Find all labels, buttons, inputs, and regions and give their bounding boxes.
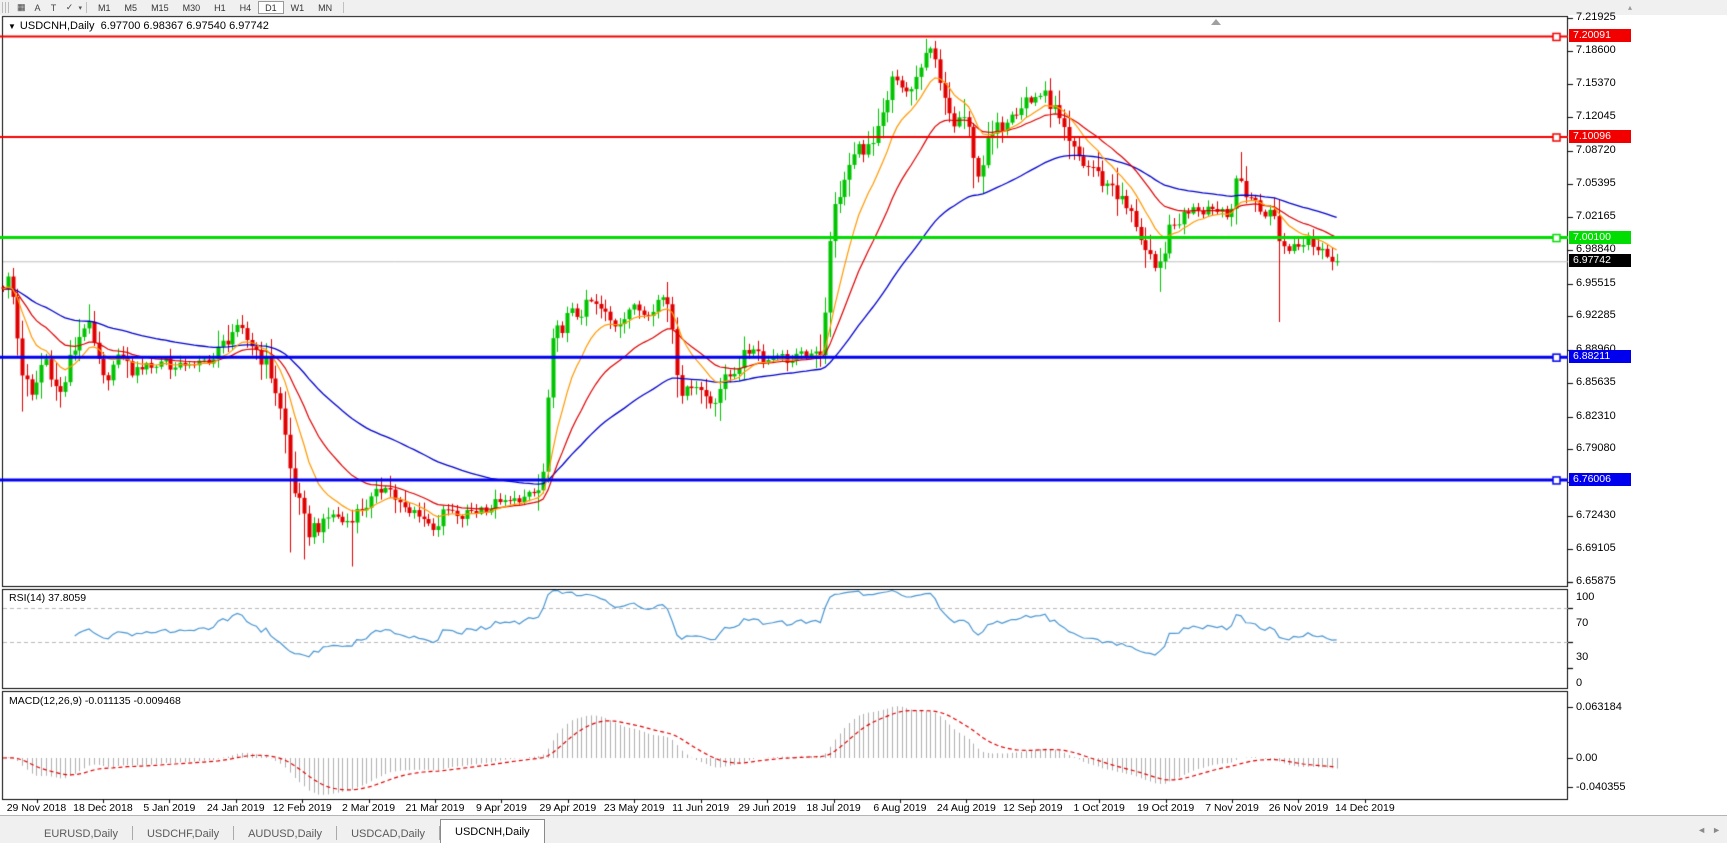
- date-tick-label: 5 Jan 2019: [143, 802, 196, 814]
- date-tick-label: 19 Oct 2019: [1137, 802, 1195, 814]
- text-label-t-icon[interactable]: T: [50, 2, 57, 13]
- rsi-tick-label: 0: [1576, 677, 1583, 689]
- macd-tick-label: 0.063184: [1576, 701, 1622, 714]
- chart-tab-usdcad[interactable]: USDCAD,Daily: [351, 827, 426, 840]
- timeframe-button-m30[interactable]: M30: [182, 2, 201, 13]
- draw-tool-caret-icon[interactable]: ▾: [78, 4, 83, 12]
- current-price-tag: 6.97742: [1569, 254, 1631, 268]
- chart-tabs: EURUSD,Daily USDCHF,Daily AUDUSD,Daily USDC…: [30, 816, 545, 843]
- level-price-tag: 7.10096: [1569, 129, 1631, 143]
- macd-tick-label: -0.040355: [1576, 781, 1626, 794]
- date-tick-label: 2 Mar 2019: [342, 802, 396, 814]
- chart-tab-audusd[interactable]: AUDUSD,Daily: [248, 827, 323, 840]
- chart-shift-marker[interactable]: [1211, 19, 1221, 25]
- text-annotation-a-icon[interactable]: A: [34, 2, 41, 13]
- date-tick-label: 18 Jul 2019: [806, 802, 861, 814]
- date-tick-label: 26 Nov 2019: [1268, 802, 1329, 814]
- price-tick-label: 6.98840: [1576, 243, 1616, 256]
- level-price-tag: 7.20091: [1569, 29, 1631, 43]
- rsi-tick-label: 30: [1576, 651, 1589, 664]
- level-price-tag: 7.00100: [1569, 230, 1631, 244]
- date-tick-label: 29 Nov 2018: [6, 802, 67, 814]
- level-price-tag: 6.88211: [1569, 350, 1631, 364]
- timeframe-button-d1[interactable]: D1: [258, 1, 284, 14]
- rsi-tick-label: 70: [1576, 616, 1589, 629]
- date-tick-label: 11 Jun 2019: [672, 802, 730, 814]
- date-tick-label: 6 Aug 2019: [873, 802, 927, 814]
- ohlc-values: 6.97700 6.98367 6.97540 6.97742: [100, 20, 269, 32]
- price-tick-label: 6.92285: [1576, 309, 1616, 322]
- timeframe-button-h1[interactable]: H1: [214, 2, 226, 13]
- macd-indicator-label: MACD(12,26,9) -0.011135 -0.009468: [9, 695, 181, 707]
- date-tick-label: 29 Apr 2019: [539, 802, 597, 814]
- timeframe-button-m1[interactable]: M1: [98, 2, 111, 13]
- timeframe-button-m5[interactable]: M5: [124, 2, 138, 13]
- date-tick-label: 9 Apr 2019: [476, 802, 527, 814]
- date-tick-label: 18 Dec 2018: [73, 802, 133, 814]
- chart-tab-bar: EURUSD,Daily USDCHF,Daily AUDUSD,Daily USDC…: [0, 815, 1727, 843]
- toolbar-separator: [86, 2, 88, 13]
- price-tick-label: 6.82310: [1576, 409, 1616, 422]
- toolbar-grip[interactable]: [2, 2, 10, 13]
- price-tick-label: 6.65875: [1576, 574, 1616, 587]
- draw-tool-icon[interactable]: ✓: [65, 2, 74, 12]
- tab-scroll-right-icon[interactable]: ►: [1712, 824, 1721, 835]
- date-tick-label: 12 Feb 2019: [272, 802, 332, 814]
- date-tick-label: 29 Jun 2019: [738, 802, 797, 814]
- date-tick-label: 7 Nov 2019: [1205, 802, 1259, 814]
- chart-tab-eurusd[interactable]: EURUSD,Daily: [44, 827, 118, 840]
- tab-separator: [131, 826, 133, 840]
- price-chart-canvas[interactable]: [0, 15, 1727, 815]
- price-tick-label: 6.79080: [1576, 442, 1616, 455]
- timeframe-button-h4[interactable]: H4: [239, 2, 252, 13]
- rsi-tick-label: 100: [1576, 591, 1595, 603]
- date-tick-label: 21 Mar 2019: [405, 802, 465, 814]
- price-tick-label: 6.69105: [1576, 542, 1616, 555]
- tab-separator: [336, 826, 338, 840]
- toolbar-separator-2: [343, 2, 345, 13]
- tool-group: ▦ A T ✓: [13, 1, 78, 14]
- price-tick-label: 7.08720: [1576, 143, 1616, 156]
- date-tick-label: 23 May 2019: [603, 802, 665, 814]
- price-tick-label: 7.15370: [1576, 76, 1616, 89]
- date-tick-label: 14 Dec 2019: [1335, 802, 1395, 814]
- price-tick-label: 6.85635: [1576, 376, 1616, 389]
- chart-tab-usdchf[interactable]: USDCHF,Daily: [146, 827, 220, 840]
- level-price-tag: 6.76006: [1569, 472, 1631, 486]
- tab-scroll-left-icon[interactable]: ◄: [1697, 824, 1707, 835]
- price-tick-label: 6.95515: [1576, 276, 1616, 289]
- tab-scroll-arrows: ◄ ►: [1697, 816, 1721, 843]
- price-tick-label: 7.21925: [1576, 11, 1616, 23]
- timeframe-button-w1[interactable]: W1: [290, 2, 305, 13]
- chart-area: ▼ USDCNH,Daily 6.97700 6.98367 6.97540 6.…: [0, 11, 1727, 815]
- chart-tab-usdcnh[interactable]: USDCNH,Daily: [440, 819, 545, 843]
- tab-separator: [233, 826, 235, 840]
- date-tick-label: 1 Oct 2019: [1073, 802, 1125, 814]
- date-tick-label: 12 Sep 2019: [1003, 802, 1063, 814]
- macd-tick-label: 0.00: [1576, 752, 1598, 764]
- price-tick-label: 7.18600: [1576, 44, 1616, 57]
- symbol-dropdown-icon[interactable]: ▼: [8, 22, 16, 31]
- timeframe-button-mn[interactable]: MN: [318, 2, 333, 13]
- date-tick-label: 24 Aug 2019: [936, 802, 996, 814]
- date-tick-label: 24 Jan 2019: [206, 802, 265, 814]
- price-tick-label: 7.12045: [1576, 110, 1616, 123]
- chart-title[interactable]: ▼ USDCNH,Daily 6.97700 6.98367 6.97540 6.…: [8, 20, 269, 32]
- timeframe-button-m15[interactable]: M15: [151, 2, 169, 13]
- price-tick-label: 7.02165: [1576, 209, 1616, 222]
- price-tick-label: 6.72430: [1576, 508, 1616, 521]
- tab-separator: [439, 826, 441, 840]
- cursor-mode-icon[interactable]: ▦: [17, 2, 26, 12]
- timeframe-group: M1 M5 M15 M30 H1 H4 D1 W1 MN: [91, 1, 339, 14]
- price-tick-label: 7.05395: [1576, 177, 1616, 190]
- symbol-timeframe-label: USDCNH,Daily: [19, 20, 95, 32]
- toolbar: ▦ A T ✓ ▾ M1 M5 M15 M30 H1 H4 D1 W1 MN ▴: [0, 0, 1727, 16]
- rsi-indicator-label: RSI(14) 37.8059: [9, 592, 87, 604]
- toolbar-overflow-icon[interactable]: ▴: [1627, 3, 1632, 12]
